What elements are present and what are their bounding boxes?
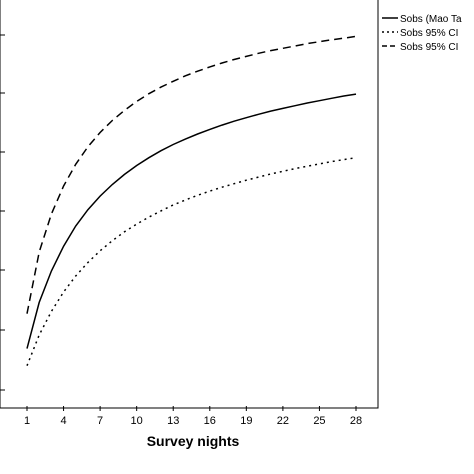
y-axis-ticks	[0, 34, 5, 391]
x-tick-label: 25	[313, 415, 325, 427]
x-tick-label: 1	[24, 415, 30, 427]
series-layer	[26, 35, 357, 366]
series-line-dashed	[26, 35, 357, 314]
x-axis-ticks: 1 4 7 10 13 16 19 22 25 28	[24, 406, 362, 427]
x-tick-label: 10	[131, 415, 143, 427]
x-tick-label: 4	[60, 415, 66, 427]
legend-label: Sobs (Mao Ta	[400, 14, 462, 25]
x-tick-label: 13	[167, 415, 179, 427]
legend-label: Sobs 95% CI	[400, 28, 458, 39]
x-tick-label: 7	[97, 415, 103, 427]
x-axis-title: Survey nights	[147, 433, 240, 449]
series-line-solid	[26, 93, 357, 349]
x-tick-label: 28	[350, 415, 362, 427]
x-tick-label: 22	[277, 415, 289, 427]
x-tick-label: 19	[240, 415, 252, 427]
legend-label: Sobs 95% CI	[400, 42, 458, 53]
legend: Sobs (Mao Ta Sobs 95% CI Sobs 95% CI	[382, 14, 462, 53]
plot-frame	[0, 0, 379, 409]
x-tick-label: 16	[204, 415, 216, 427]
series-line-dotted	[26, 156, 357, 366]
